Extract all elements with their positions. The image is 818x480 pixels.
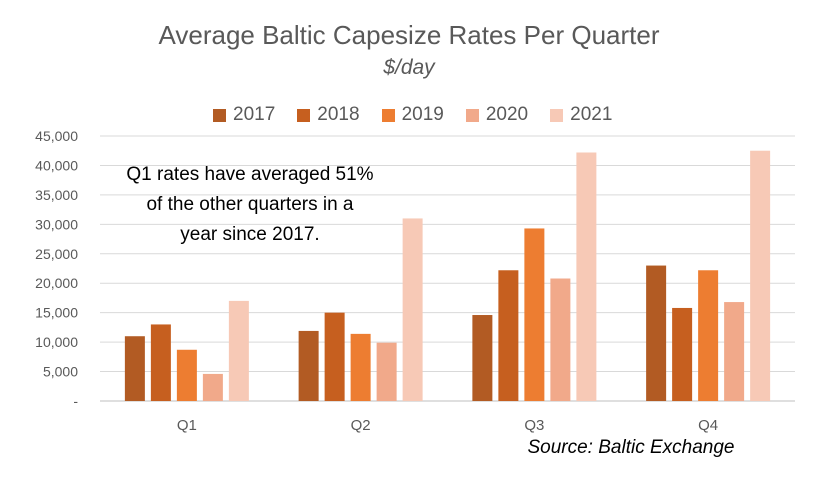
bar-2021-q1 xyxy=(228,300,249,401)
bar-2020-q1 xyxy=(202,373,223,401)
legend-label: 2017 xyxy=(233,104,276,125)
y-tick-label: 25,000 xyxy=(35,246,78,262)
chart-title: Average Baltic Capesize Rates Per Quarte… xyxy=(158,20,660,50)
bar-2019-q3 xyxy=(524,228,545,401)
y-tick-label: 10,000 xyxy=(35,334,78,350)
bar-2019-q1 xyxy=(176,349,197,401)
chart-source: Source: Baltic Exchange xyxy=(527,437,735,458)
x-tick-label: Q2 xyxy=(351,417,371,434)
y-tick-label: 5,000 xyxy=(43,364,78,380)
y-tick-label: 30,000 xyxy=(35,216,78,232)
bar-2018-q3 xyxy=(498,270,519,401)
bar-2021-q2 xyxy=(402,218,423,401)
bar-2017-q1 xyxy=(124,336,145,401)
legend-label: 2021 xyxy=(570,104,613,125)
bar-2017-q2 xyxy=(298,330,319,401)
legend-label: 2018 xyxy=(317,104,360,125)
legend-item-2017: 2017 xyxy=(213,104,275,126)
x-tick-label: Q3 xyxy=(524,417,544,434)
x-tick-label: Q4 xyxy=(698,417,718,434)
y-tick-label: 20,000 xyxy=(35,275,78,291)
legend-label: 2019 xyxy=(401,104,444,125)
bar-2018-q2 xyxy=(324,312,345,401)
legend-swatch xyxy=(550,108,564,122)
legend-swatch xyxy=(465,108,479,122)
x-tick-label: Q1 xyxy=(177,417,197,434)
y-tick-label: 40,000 xyxy=(35,157,78,173)
annotation-line: year since 2017. xyxy=(180,224,320,245)
legend-swatch xyxy=(297,108,311,122)
bar-2019-q4 xyxy=(698,270,719,401)
legend-swatch xyxy=(213,108,226,122)
annotation-line: of the other quarters in a xyxy=(146,194,354,215)
bar-2018-q4 xyxy=(672,307,693,401)
y-tick-label: 45,000 xyxy=(35,128,78,144)
bar-2020-q2 xyxy=(376,342,397,401)
bar-2019-q2 xyxy=(350,333,371,401)
bar-2017-q4 xyxy=(646,265,667,401)
bar-2020-q3 xyxy=(550,278,571,401)
legend-item-2018: 2018 xyxy=(297,104,360,126)
bar-2018-q1 xyxy=(150,324,171,401)
chart-annotation: Q1 rates have averaged 51% of the other … xyxy=(100,160,400,250)
chart-subtitle: $/day xyxy=(383,56,435,79)
y-tick-label: 35,000 xyxy=(35,187,78,203)
chart-legend: 2017 2018 2019 2020 2021 xyxy=(213,104,634,126)
bar-2017-q3 xyxy=(472,315,493,401)
bar-2020-q4 xyxy=(724,302,745,401)
bar-2021-q4 xyxy=(750,150,771,401)
y-tick-label: - xyxy=(73,393,78,409)
bar-2021-q3 xyxy=(576,152,597,401)
y-tick-label: 15,000 xyxy=(35,305,78,321)
legend-item-2021: 2021 xyxy=(550,104,612,126)
legend-swatch xyxy=(381,108,395,122)
legend-item-2019: 2019 xyxy=(381,104,444,126)
annotation-line: Q1 rates have averaged 51% xyxy=(126,164,374,185)
legend-label: 2020 xyxy=(485,104,529,125)
legend-item-2020: 2020 xyxy=(465,104,529,126)
